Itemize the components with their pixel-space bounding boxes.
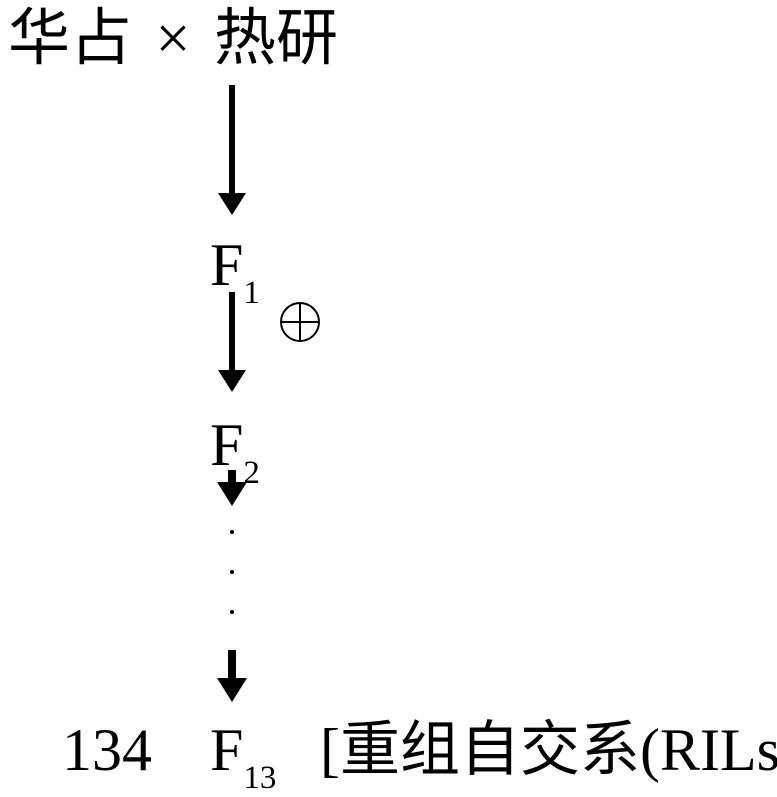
cross-symbol: × [148,8,199,70]
self-pollination-icon [280,302,320,342]
parent-b: 热研 [214,5,338,73]
breeding-flowchart: 华占 × 热研 F1 .self-cross::before { left:50… [0,0,777,797]
parent-a: 华占 [8,5,132,73]
ril-label: [重组自交系(RILs)] [320,720,777,780]
ril-count: 134 [62,720,152,780]
generation-f13: F13 [210,720,276,790]
cross-header: 华占 × 热研 [8,8,338,70]
